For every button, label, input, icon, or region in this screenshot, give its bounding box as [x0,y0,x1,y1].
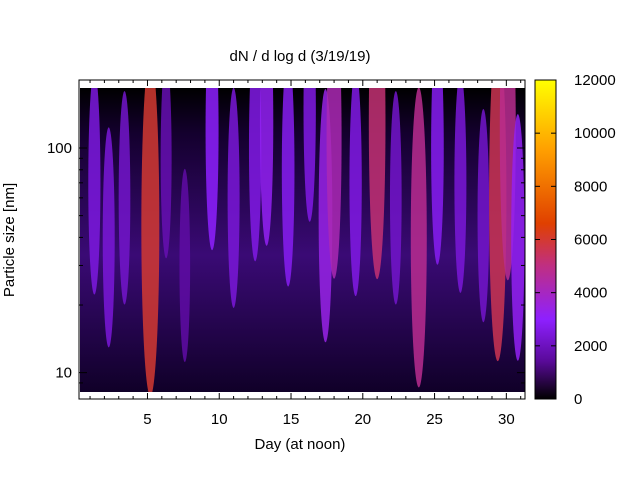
heatmap-hotspot [205,88,219,251]
x-tick-label: 10 [211,411,228,428]
y-axis: 10 100 [47,140,525,384]
heatmap-hotspot [349,88,362,297]
heatmap-hotspot [259,88,274,246]
x-tick-label: 25 [426,411,443,428]
heatmap-hotspot [118,91,131,305]
heatmap-hotspot [511,114,525,361]
y-tick-label: 10 [55,365,72,382]
y-axis-label: Particle size [nm] [1,183,18,297]
plot-frame [78,79,526,400]
heatmap-hotspot [368,88,386,280]
x-tick-label: 20 [354,411,371,428]
heatmap-hotspot [410,88,427,388]
heatmap-hotspot [102,127,115,348]
x-axis-label: Day (at noon) [255,436,346,453]
colorbar-tick-label: 6000 [574,232,607,249]
heatmap-hotspot [454,88,467,293]
heatmap-hotspot [281,88,295,287]
heatmap-hotspot [326,88,342,279]
colorbar-tick-label: 0 [574,391,582,408]
heatmap-hotspot [160,88,172,259]
heatmap-hotspot [141,88,160,392]
heatmap-hotspot [477,108,490,323]
colorbar-tick-label: 8000 [574,178,607,195]
heatmap-hotspot [303,88,316,222]
heatmap-hotspot [227,88,240,308]
x-tick-label: 30 [498,411,515,428]
colorbar-axis: 0 2000 4000 6000 8000 10000 12000 [535,72,616,408]
chart-title: dN / d log d (3/19/19) [230,48,371,65]
x-tick-label: 5 [143,411,151,428]
heatmap-hotspot [179,168,191,363]
colorbar-tick-label: 10000 [574,125,616,142]
heatmap-cells [88,88,525,392]
heatmap-hotspot [248,88,262,262]
y-tick-label: 100 [47,140,72,157]
heatmap-hotspot [389,91,402,305]
x-axis: 5 10 15 20 25 30 [89,80,522,428]
colorbar-tick-label: 12000 [574,72,616,89]
x-tick-label: 15 [283,411,300,428]
colorbar-tick-label: 2000 [574,338,607,355]
heatmap-hotspot [88,88,101,295]
colorbar-tick-label: 4000 [574,285,607,302]
heatmap-hotspot [431,88,444,265]
